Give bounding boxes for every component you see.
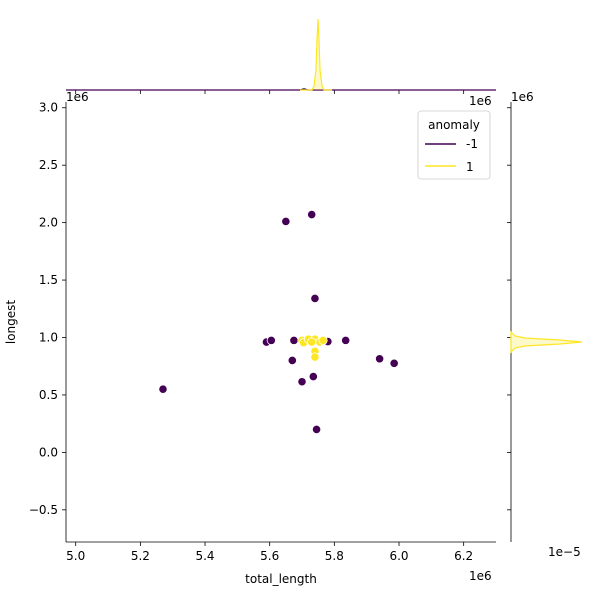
scatter-point-anomaly xyxy=(311,424,322,435)
right-marginal-ticks xyxy=(507,107,511,511)
scatter-point-anomaly xyxy=(341,335,351,345)
right-marginal-scale: 1e−5 xyxy=(548,545,581,559)
top-marginal-kde-yellow xyxy=(300,18,332,91)
y-tick-label: 2.5 xyxy=(39,158,58,172)
legend-title: anomaly xyxy=(428,118,480,132)
x-tick-label: 5.2 xyxy=(131,549,150,563)
top-marginal-kde-purple xyxy=(66,88,496,91)
scatter-point-anomaly xyxy=(266,335,276,345)
x-ticks: 5.0 5.2 5.4 5.6 5.8 6.0 6.2 xyxy=(66,542,473,563)
right-marginal-kde-yellow xyxy=(510,330,583,354)
legend-label-1: 1 xyxy=(466,160,474,174)
scatter-point-anomaly xyxy=(287,355,297,366)
y-tick-label: 1.0 xyxy=(39,331,58,345)
x-tick-label: 5.8 xyxy=(325,549,344,563)
y-tick-label: 3.0 xyxy=(39,101,58,115)
legend-box xyxy=(417,110,491,180)
top-marginal-ticks xyxy=(75,90,465,94)
x-offset-label: 1e6 xyxy=(469,569,492,583)
y-tick-label: −0.5 xyxy=(29,503,58,517)
y-offset-label: 1e6 xyxy=(469,94,492,108)
main-axes: 5.0 5.2 5.4 5.6 5.8 6.0 6.2 −0.5 0.0 0.5 1.0 1.5 2.… xyxy=(29,101,496,563)
top-marginal: 1e6 xyxy=(66,18,496,104)
scatter-point-anomaly xyxy=(389,358,399,368)
right-marginal-offset: 1e6 xyxy=(511,90,534,104)
scatter-point-anomaly xyxy=(297,377,307,387)
scatter-point-normal xyxy=(310,352,320,362)
x-tick-label: 6.0 xyxy=(389,549,408,563)
legend: anomaly -1 1 xyxy=(417,110,491,180)
scatter-point-anomaly xyxy=(158,384,168,394)
y-tick-label: 0.5 xyxy=(39,388,58,402)
scatter-point-anomaly xyxy=(308,371,318,382)
scatter-point-anomaly xyxy=(375,354,385,364)
y-tick-label: 1.5 xyxy=(39,273,58,287)
y-tick-label: 0.0 xyxy=(39,445,58,459)
scatter-point-normal xyxy=(307,337,317,347)
scatter-point-anomaly xyxy=(310,293,320,304)
y-tick-label: 2.0 xyxy=(39,216,58,230)
x-axis-label: total_length xyxy=(245,572,317,586)
x-tick-label: 5.4 xyxy=(195,549,214,563)
scatter-point-anomaly xyxy=(281,216,291,227)
x-tick-label: 5.6 xyxy=(260,549,279,563)
scatter-points xyxy=(158,209,399,435)
x-tick-label: 5.0 xyxy=(66,549,85,563)
right-marginal: 1e6 1e−5 xyxy=(507,90,583,559)
y-ticks: −0.5 0.0 0.5 1.0 1.5 2.0 2.5 3.0 xyxy=(29,101,66,517)
legend-label-neg1: -1 xyxy=(466,137,478,151)
x-tick-label: 6.2 xyxy=(454,549,473,563)
scatter-point-normal xyxy=(318,335,328,345)
y-axis-label: longest xyxy=(4,300,18,345)
top-marginal-y-offset: 1e6 xyxy=(66,90,89,104)
scatter-point-anomaly xyxy=(289,335,299,345)
scatter-point-anomaly xyxy=(307,209,317,220)
